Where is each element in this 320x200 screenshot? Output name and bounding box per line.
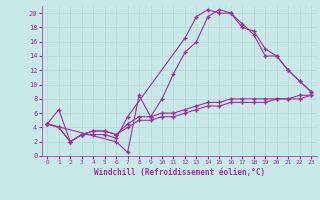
X-axis label: Windchill (Refroidissement éolien,°C): Windchill (Refroidissement éolien,°C) bbox=[94, 168, 265, 177]
